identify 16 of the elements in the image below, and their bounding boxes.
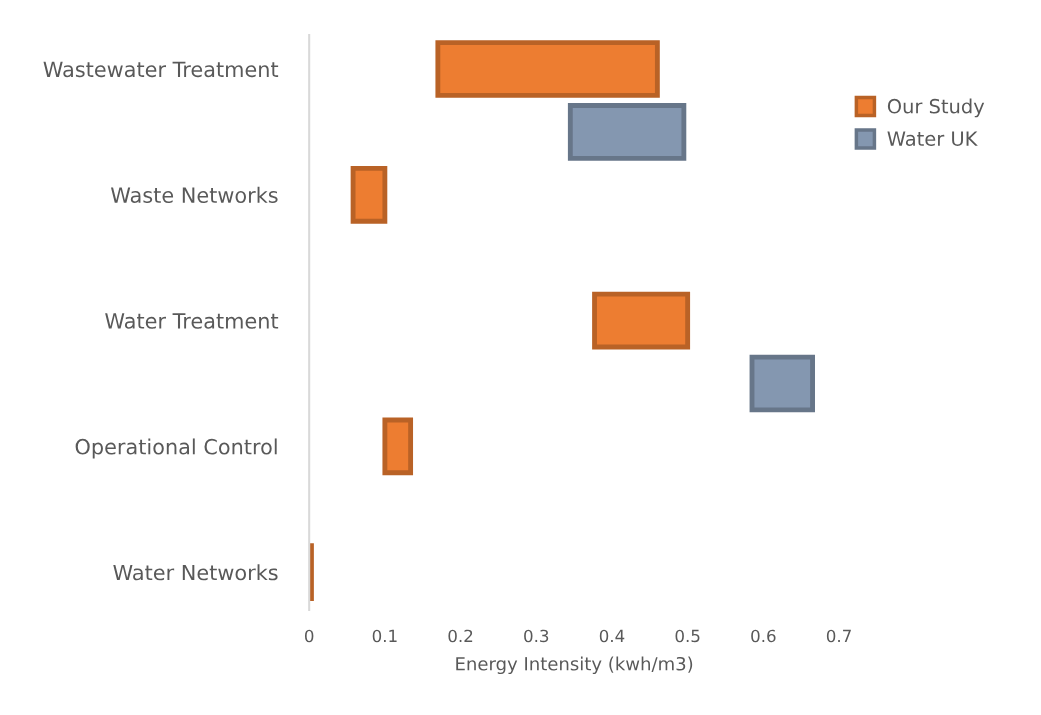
x-tick-label: 0.1	[372, 629, 397, 643]
legend-label: Our Study	[887, 98, 985, 118]
x-axis-title: Energy Intensity (kwh/m3)	[456, 656, 693, 675]
y-tick-label: Operational Control	[75, 438, 277, 459]
x-tick-label: 0.3	[524, 629, 549, 643]
legend-label: Water UK	[887, 131, 978, 146]
y-tick-label: Water Networks	[113, 564, 278, 581]
x-tick-label: 0.7	[826, 629, 851, 643]
y-tick-label: Water Treatment	[105, 313, 279, 329]
x-tick-label: 0.2	[448, 629, 473, 643]
x-tick-label: 0.5	[675, 629, 700, 643]
x-tick-label: 0	[304, 629, 314, 643]
x-tick-label: 0.6	[751, 629, 776, 643]
x-tick-label: 0.4	[599, 629, 625, 643]
y-tick-label: Wastewater Treatment	[43, 61, 279, 78]
y-tick-label: Waste Networks	[110, 186, 278, 203]
